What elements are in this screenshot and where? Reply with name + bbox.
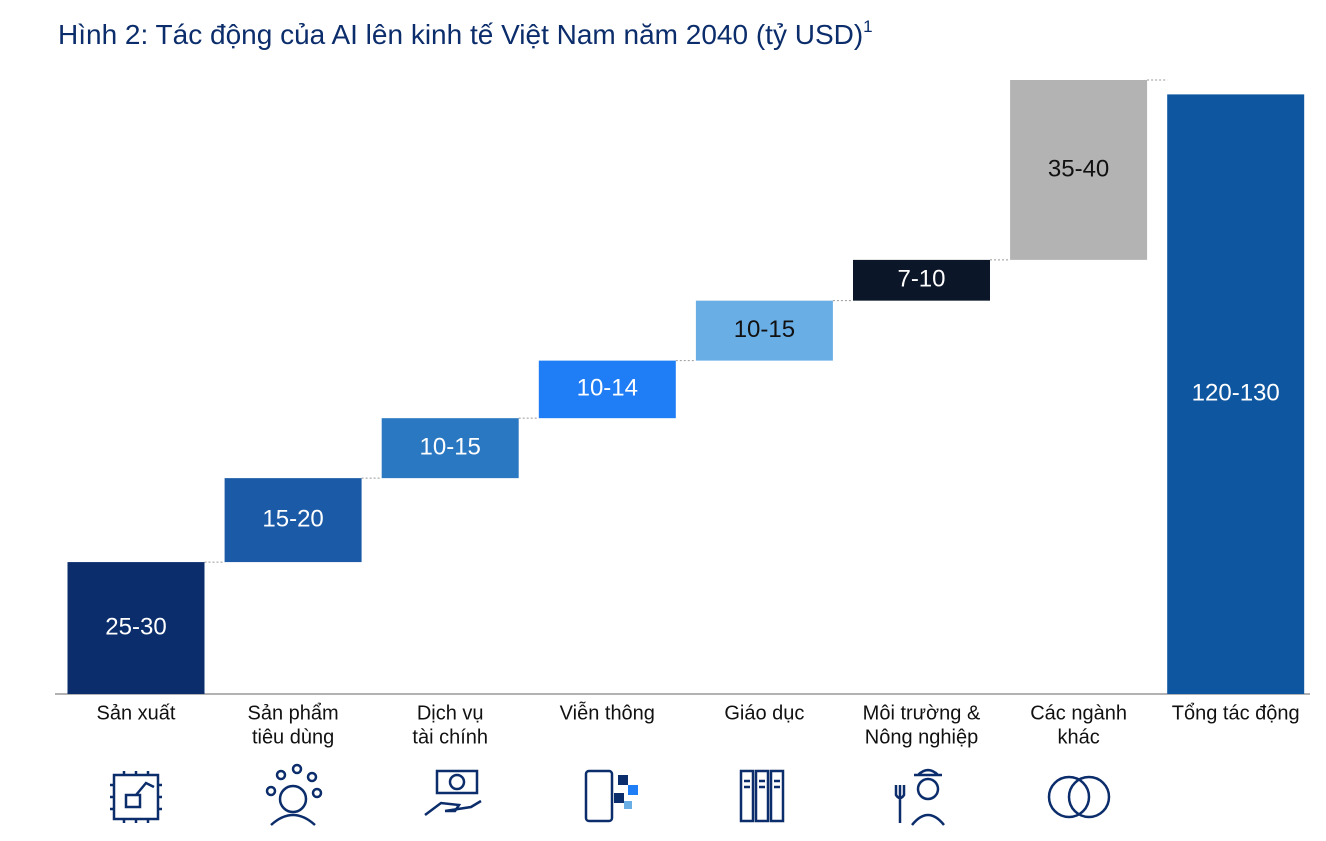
- data-label: 35-40: [1048, 155, 1109, 182]
- data-label: 10-14: [577, 375, 638, 402]
- data-label: 25-30: [105, 613, 166, 640]
- x-tick-label: tài chính: [412, 726, 488, 748]
- x-tick-label: Môi trường &: [863, 702, 981, 724]
- data-label: 10-15: [734, 316, 795, 343]
- icon-education: [739, 769, 785, 823]
- data-label: 15-20: [262, 505, 323, 532]
- x-tick-label: Nông nghiệp: [865, 726, 978, 748]
- x-tick-label: khác: [1057, 726, 1099, 748]
- bar: [224, 478, 362, 563]
- bar: [381, 418, 519, 479]
- total-bar: [1167, 94, 1305, 694]
- data-label: 10-15: [420, 434, 481, 461]
- x-tick-label: Viễn thông: [560, 701, 655, 724]
- data-label: 7-10: [897, 266, 945, 293]
- x-tick-label: Sản xuất: [97, 702, 176, 724]
- title-text: Hình 2: Tác động của AI lên kinh tế Việt…: [58, 19, 863, 50]
- data-label: 120-130: [1192, 380, 1280, 407]
- icon-manufacturing: [110, 771, 162, 823]
- icon-finance: [424, 769, 482, 816]
- x-tick-label: Các ngành: [1030, 702, 1127, 724]
- x-tick-label: Sản phẩm: [248, 702, 339, 724]
- chart-title: Hình 2: Tác động của AI lên kinh tế Việt…: [58, 17, 873, 50]
- bar: [538, 360, 676, 419]
- bar: [853, 259, 990, 301]
- icon-agriculture: [894, 768, 945, 826]
- x-tick-label: tiêu dùng: [252, 726, 334, 748]
- x-tick-label: Tổng tác động: [1172, 702, 1300, 724]
- x-tick-label: Dịch vụ: [417, 702, 484, 724]
- bar: [695, 300, 833, 361]
- icon-telecom: [584, 769, 638, 823]
- title-note: 1: [863, 17, 872, 36]
- icon-other: [1047, 775, 1111, 819]
- bar: [67, 562, 205, 694]
- icons: [110, 763, 1111, 826]
- bar: [1010, 80, 1148, 260]
- icon-consumer: [265, 763, 323, 826]
- x-tick-label: Giáo dục: [724, 702, 804, 724]
